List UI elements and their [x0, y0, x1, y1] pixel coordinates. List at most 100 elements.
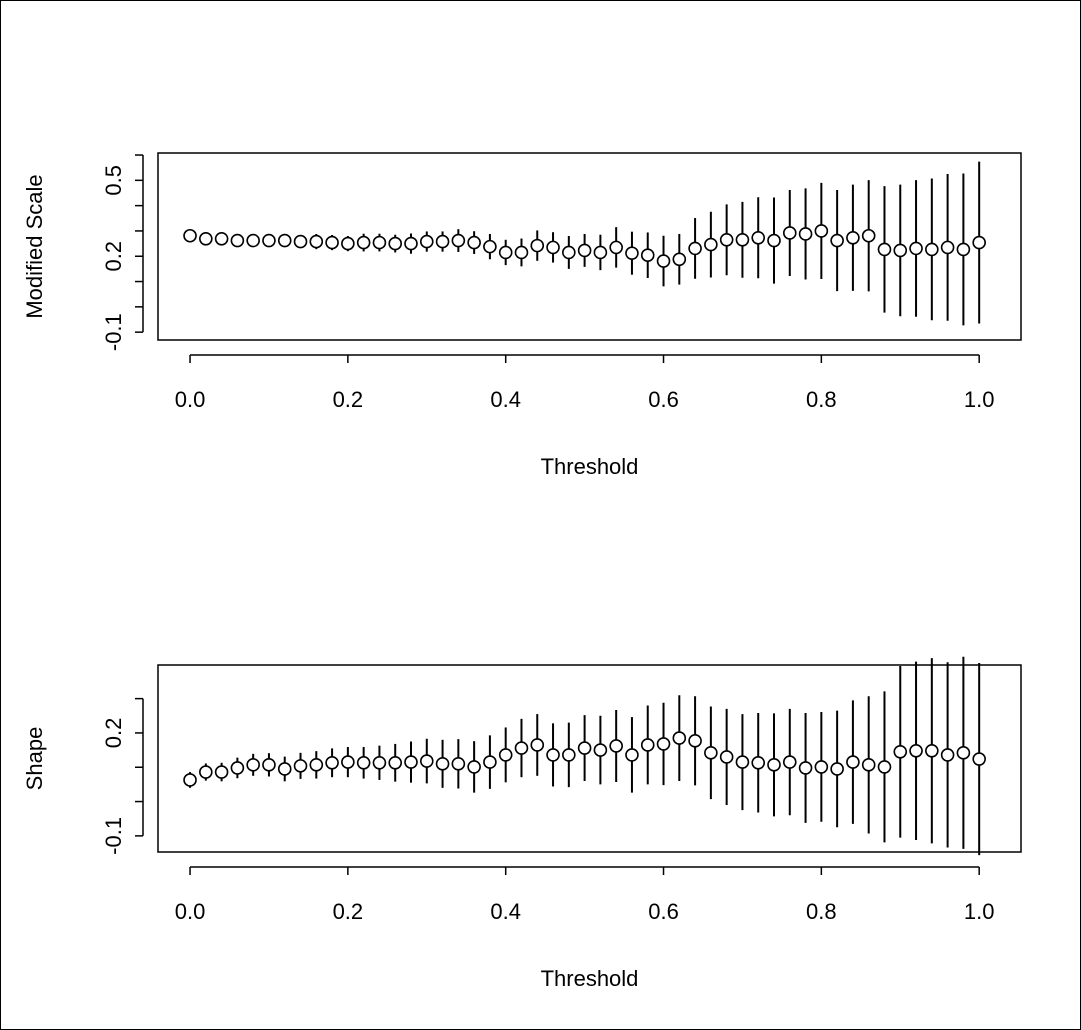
point: [893, 243, 908, 258]
point: [577, 741, 592, 755]
point: [798, 761, 813, 775]
point: [704, 746, 718, 760]
point: [498, 748, 513, 762]
point: [199, 231, 213, 246]
point: [262, 758, 276, 772]
point: [546, 240, 560, 255]
x-axis-label: Threshold: [541, 966, 639, 991]
plot-box: [157, 664, 1022, 853]
point: [419, 754, 434, 768]
point: [230, 761, 245, 775]
point: [199, 765, 213, 779]
x-tick-label: 0.4: [490, 387, 521, 412]
point: [356, 235, 371, 250]
point: [877, 760, 892, 774]
point: [262, 233, 276, 248]
point: [625, 748, 639, 762]
point: [782, 226, 797, 240]
point: [625, 246, 639, 261]
point: [293, 234, 308, 249]
point: [435, 234, 450, 249]
point: [309, 758, 324, 772]
point: [404, 236, 418, 251]
point: [341, 236, 355, 251]
point: [183, 773, 197, 787]
point: [909, 743, 923, 758]
point: [782, 755, 797, 769]
y-tick-label: -0.1: [101, 817, 126, 855]
point: [356, 755, 371, 770]
x-tick-label: 1.0: [964, 899, 995, 924]
point: [609, 739, 623, 753]
point: [530, 738, 545, 752]
x-tick-label: 0.2: [333, 387, 364, 412]
point: [341, 755, 355, 769]
point: [861, 758, 876, 772]
point: [956, 746, 971, 760]
point: [861, 228, 876, 243]
point: [214, 231, 229, 246]
point: [940, 748, 955, 762]
point: [577, 243, 592, 258]
point: [735, 232, 750, 247]
point: [451, 233, 466, 248]
point: [388, 236, 403, 251]
point: [230, 233, 245, 248]
point: [609, 240, 623, 255]
y-tick-label: 0.2: [101, 718, 126, 749]
point: [640, 248, 655, 263]
point: [246, 233, 260, 248]
x-tick-label: 0.6: [648, 387, 679, 412]
point: [909, 241, 923, 256]
x-tick-label: 0.8: [806, 899, 837, 924]
point: [767, 758, 781, 772]
point: [309, 234, 324, 249]
point: [640, 738, 655, 752]
point: [940, 240, 955, 255]
point: [388, 755, 403, 770]
point: [672, 731, 687, 745]
point: [483, 755, 497, 769]
point: [467, 760, 481, 774]
point: [435, 757, 450, 771]
point: [214, 765, 229, 779]
point: [593, 245, 608, 260]
point: [325, 755, 339, 770]
point: [925, 743, 939, 758]
x-tick-label: 1.0: [964, 387, 995, 412]
x-tick-label: 0.6: [648, 899, 679, 924]
point: [514, 741, 529, 755]
point: [530, 238, 545, 253]
point: [372, 235, 387, 250]
point: [451, 757, 466, 771]
point: [246, 758, 260, 772]
point: [893, 745, 908, 759]
point: [656, 254, 671, 268]
point: [419, 234, 434, 249]
point: [672, 252, 687, 267]
point: [719, 750, 734, 764]
point: [830, 233, 844, 248]
point: [467, 235, 481, 250]
point: [735, 755, 750, 769]
point: [972, 235, 986, 250]
y-axis-label: Modified Scale: [22, 174, 47, 318]
point: [704, 237, 718, 252]
point: [814, 760, 829, 774]
x-tick-label: 0.0: [175, 899, 206, 924]
point: [956, 242, 971, 257]
point: [719, 232, 734, 247]
x-tick-label: 0.8: [806, 387, 837, 412]
point: [767, 233, 781, 248]
point: [925, 242, 939, 257]
point: [183, 228, 197, 243]
point: [830, 762, 844, 776]
point: [846, 230, 860, 245]
x-tick-label: 0.2: [333, 899, 364, 924]
y-axis-label: Shape: [22, 727, 47, 791]
plot-box: [157, 152, 1022, 341]
y-tick-label: -0.1: [101, 313, 126, 351]
point: [277, 233, 292, 248]
